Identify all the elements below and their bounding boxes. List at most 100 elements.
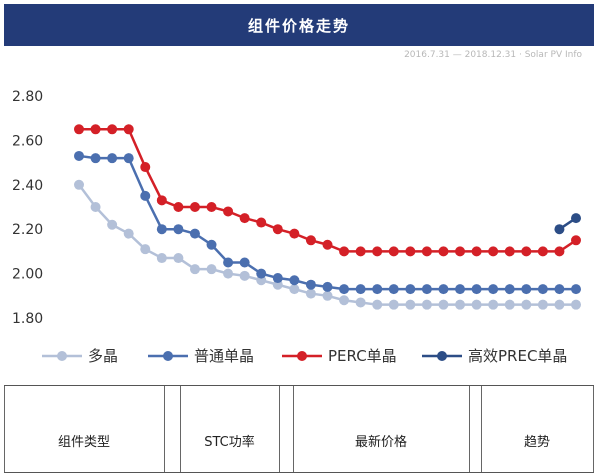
data-point	[504, 246, 515, 257]
data-point	[305, 279, 316, 290]
data-point	[388, 246, 399, 257]
data-point	[223, 257, 234, 268]
chart-title: 组件价格走势	[247, 16, 350, 35]
data-point	[438, 246, 449, 257]
data-point	[571, 235, 581, 246]
legend-label: 普通单晶	[194, 347, 254, 365]
data-point	[156, 253, 167, 264]
data-point	[405, 299, 416, 310]
data-point	[438, 299, 449, 310]
legend-label: 高效PREC单晶	[468, 347, 567, 365]
legend-item: 高效PREC单晶	[422, 347, 567, 365]
data-point	[272, 224, 283, 235]
data-point	[322, 239, 333, 250]
data-point	[289, 228, 300, 239]
data-point	[405, 284, 416, 295]
data-point	[339, 284, 350, 295]
data-point	[123, 228, 134, 239]
data-point	[289, 275, 300, 286]
data-point	[189, 228, 200, 239]
data-point	[571, 299, 581, 310]
series-line	[78, 154, 576, 291]
data-point	[537, 284, 548, 295]
data-point	[554, 224, 565, 235]
legend-item: PERC单晶	[282, 347, 397, 365]
data-point	[554, 284, 565, 295]
data-point	[471, 299, 482, 310]
series-2	[74, 150, 581, 295]
legend-label: PERC单晶	[328, 347, 397, 365]
table-header-latest-price: 最新价格	[354, 434, 407, 450]
data-point	[488, 246, 499, 257]
data-point	[355, 297, 366, 308]
legend-marker	[297, 351, 307, 361]
chart-series	[74, 124, 581, 310]
data-point	[355, 284, 366, 295]
data-point	[206, 202, 217, 212]
series-line	[79, 128, 577, 253]
y-tick-label: 2.20	[12, 222, 43, 238]
data-point	[571, 284, 581, 295]
y-tick-label: 1.80	[12, 311, 43, 327]
data-point	[239, 257, 250, 268]
data-point	[90, 124, 101, 135]
data-point	[272, 273, 283, 284]
data-point	[173, 224, 184, 235]
data-point	[107, 124, 118, 135]
data-point	[206, 264, 217, 275]
series-1	[74, 179, 581, 310]
data-point	[388, 299, 399, 310]
data-point	[455, 299, 466, 310]
data-point	[156, 224, 167, 235]
data-point	[488, 299, 499, 310]
legend-item: 多晶	[42, 347, 118, 365]
data-point	[471, 284, 482, 295]
data-point	[471, 246, 482, 257]
data-point	[537, 299, 548, 310]
table-header-trend: 趋势	[523, 434, 550, 450]
data-point	[405, 246, 416, 257]
data-point	[256, 268, 267, 279]
data-point	[322, 281, 333, 292]
data-point	[239, 213, 250, 224]
series-4	[554, 213, 581, 235]
series-3	[74, 124, 581, 257]
data-point	[107, 219, 118, 230]
data-point	[322, 290, 333, 301]
data-point	[173, 202, 184, 212]
data-point	[521, 299, 532, 310]
data-point	[504, 284, 515, 295]
data-point	[223, 268, 234, 279]
chart-subtitle: 2016.7.31 — 2018.12.31 · Solar PV Info	[404, 50, 582, 60]
table-header-stc-power: STC功率	[204, 434, 255, 450]
data-point	[372, 299, 383, 310]
y-tick-label: 2.80	[12, 89, 43, 105]
data-point	[355, 246, 366, 257]
chart-title-bar: 组件价格走势	[4, 4, 594, 46]
data-point	[173, 253, 184, 264]
data-point	[289, 284, 300, 295]
data-point	[537, 246, 548, 257]
y-axis-ticks: 2.80 2.60 2.40 2.20 2.00 1.80	[12, 89, 43, 327]
data-point	[421, 299, 432, 310]
data-point	[521, 284, 532, 295]
data-point	[90, 202, 101, 212]
data-point	[339, 295, 350, 306]
data-point	[140, 190, 151, 201]
data-point	[372, 246, 383, 257]
spec-table: 组件类型 STC功率 最新价格 趋势	[4, 385, 594, 473]
data-point	[140, 244, 151, 255]
data-point	[107, 153, 118, 164]
data-point	[189, 202, 200, 212]
table-header-module-type: 组件类型	[57, 434, 110, 450]
data-point	[239, 270, 250, 281]
y-tick-label: 2.40	[12, 178, 43, 194]
data-point	[438, 284, 449, 295]
data-point	[256, 217, 267, 228]
data-point	[554, 299, 565, 310]
data-point	[90, 153, 101, 164]
data-point	[554, 246, 565, 257]
legend-label: 多晶	[88, 347, 118, 365]
data-point	[206, 239, 217, 250]
legend-marker	[57, 351, 67, 361]
